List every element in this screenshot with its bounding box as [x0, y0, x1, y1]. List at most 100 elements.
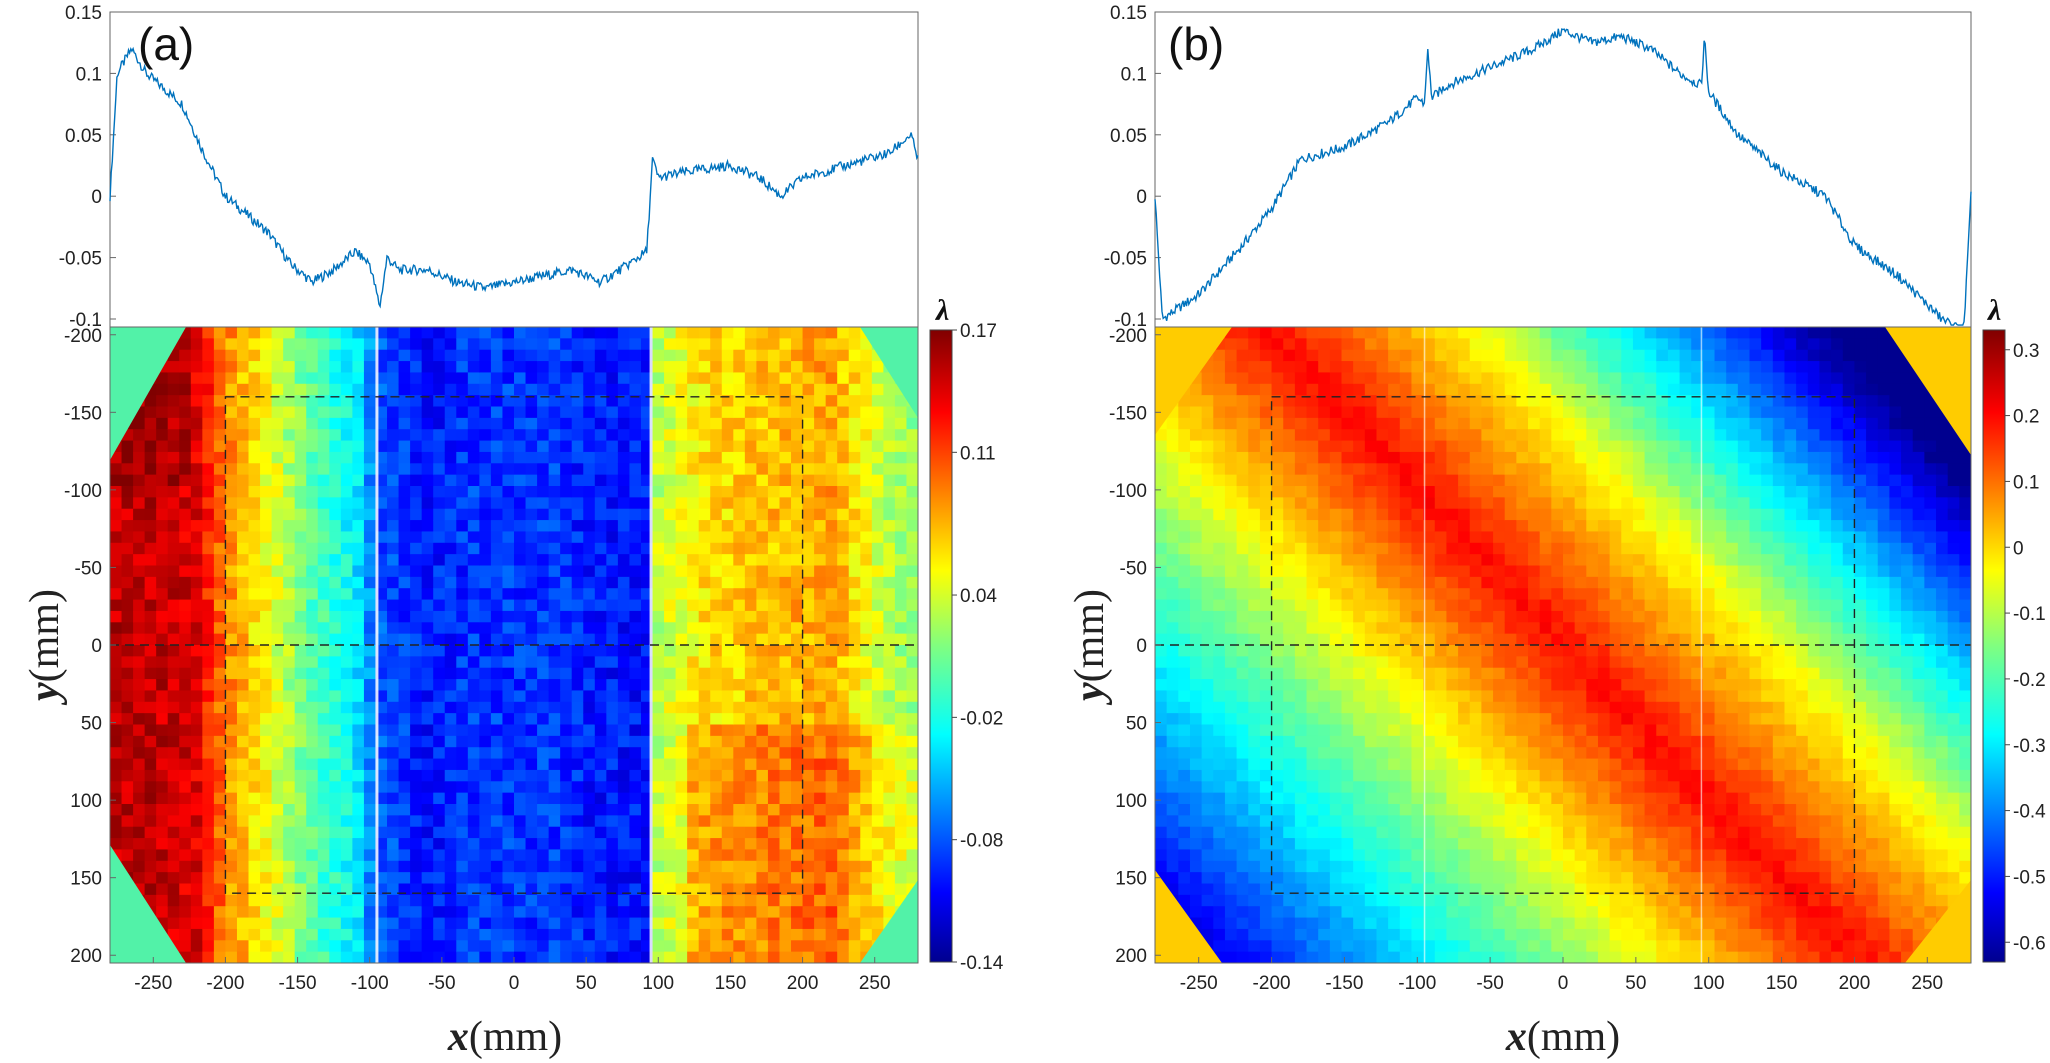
- heatmap-cell: [202, 610, 215, 623]
- heatmap-cell: [248, 928, 261, 941]
- heatmap-cell: [410, 804, 423, 816]
- heatmap-cell: [664, 531, 677, 544]
- heatmap-cell: [1189, 372, 1203, 385]
- heatmap-cell: [825, 588, 838, 601]
- heatmap-cell: [433, 804, 446, 816]
- heatmap-cell: [1271, 440, 1284, 453]
- heatmap-cell: [848, 713, 861, 726]
- heatmap-cell: [1166, 520, 1179, 533]
- heatmap-cell: [1271, 451, 1284, 464]
- heatmap-cell: [444, 610, 457, 623]
- heatmap-cell: [1341, 804, 1354, 816]
- heatmap-cell: [1271, 713, 1284, 726]
- heatmap-cell: [1201, 747, 1214, 760]
- heatmap-cell: [514, 849, 527, 862]
- heatmap-cell: [260, 940, 273, 953]
- heatmap-cell: [537, 815, 550, 828]
- heatmap-cell: [698, 406, 711, 419]
- heatmap-cell: [1201, 724, 1214, 737]
- heatmap-cell: [156, 667, 169, 680]
- heatmap-cell: [1341, 849, 1354, 862]
- heatmap-cell: [248, 701, 261, 714]
- heatmap-cell: [144, 622, 157, 635]
- heatmap-cell: [571, 520, 584, 533]
- heatmap-cell: [606, 565, 619, 578]
- heatmap-cell: [1236, 951, 1249, 963]
- heatmap-cell: [1155, 792, 1168, 805]
- heatmap-cell: [375, 906, 388, 919]
- heatmap-cell: [1294, 417, 1308, 430]
- heatmap-cell: [110, 610, 123, 623]
- heatmap-cell: [329, 463, 342, 476]
- heatmap-cell: [167, 747, 180, 760]
- heatmap-cell: [363, 815, 377, 828]
- heatmap-cell: [1318, 474, 1331, 487]
- heatmap-cell: [156, 849, 169, 862]
- heatmap-cell: [490, 531, 504, 544]
- heatmap-cell: [756, 327, 769, 339]
- heatmap-cell: [687, 417, 700, 430]
- heatmap-cell: [444, 520, 457, 533]
- heatmap-cell: [248, 554, 261, 567]
- heatmap-cell: [710, 645, 723, 657]
- heatmap-cell: [629, 940, 642, 953]
- heatmap-cell: [421, 645, 434, 657]
- heatmap-cell: [1283, 883, 1296, 896]
- heatmap-cell: [190, 928, 203, 941]
- heatmap-cell: [548, 781, 561, 794]
- heatmap-cell: [456, 633, 469, 646]
- heatmap-cell: [791, 917, 804, 930]
- heatmap-cell: [537, 588, 550, 601]
- heatmap-cell: [340, 906, 353, 919]
- heatmap-cell: [1213, 372, 1226, 385]
- heatmap-cell: [906, 804, 918, 816]
- heatmap-cell: [1259, 849, 1273, 862]
- heatmap-cell: [548, 804, 561, 816]
- heatmap-cell: [1318, 724, 1331, 737]
- heatmap-cell: [767, 872, 781, 885]
- heatmap-cell: [260, 781, 273, 794]
- heatmap-cell: [525, 849, 538, 862]
- heatmap-cell: [848, 894, 861, 907]
- heatmap-cell: [410, 451, 423, 464]
- heatmap-cell: [502, 565, 515, 578]
- heatmap-cell: [167, 645, 180, 657]
- heatmap-cell: [629, 361, 642, 374]
- heatmap-cell: [848, 735, 861, 748]
- heatmap-cell: [779, 429, 792, 442]
- heatmap-cell: [1189, 576, 1203, 589]
- heatmap-cell: [317, 792, 330, 805]
- heatmap-cell: [1341, 542, 1354, 555]
- heatmap-cell: [640, 565, 654, 578]
- heatmap-cell: [271, 486, 284, 498]
- heatmap-cell: [179, 372, 192, 385]
- heatmap-cell: [352, 645, 365, 657]
- heatmap-cell: [560, 679, 573, 692]
- heatmap-cell: [1248, 701, 1261, 714]
- heatmap-cell: [825, 576, 838, 589]
- heatmap-cell: [294, 565, 307, 578]
- heatmap-cell: [490, 815, 504, 828]
- heatmap-cell: [594, 520, 607, 533]
- heatmap-cell: [363, 542, 377, 555]
- heatmap-cell: [375, 758, 388, 771]
- heatmap-cell: [652, 735, 665, 748]
- heatmap-cell: [721, 633, 734, 646]
- heatmap-cell: [352, 940, 365, 953]
- heatmap-cell: [479, 872, 492, 885]
- heatmap-cell: [433, 815, 446, 828]
- heatmap-cell: [1224, 486, 1238, 498]
- heatmap-cell: [1155, 599, 1168, 612]
- heatmap-cell: [340, 769, 353, 782]
- heatmap-cell: [490, 906, 504, 919]
- heatmap-cell: [594, 883, 607, 896]
- heatmap-cell: [1259, 531, 1273, 544]
- heatmap-cell: [698, 758, 711, 771]
- heatmap-cell: [514, 838, 527, 851]
- heatmap-cell: [121, 826, 134, 839]
- heatmap-cell: [375, 894, 388, 907]
- heatmap-cell: [617, 667, 631, 680]
- heatmap-cell: [1329, 724, 1343, 737]
- heatmap-cell: [537, 951, 550, 963]
- heatmap-cell: [179, 758, 192, 771]
